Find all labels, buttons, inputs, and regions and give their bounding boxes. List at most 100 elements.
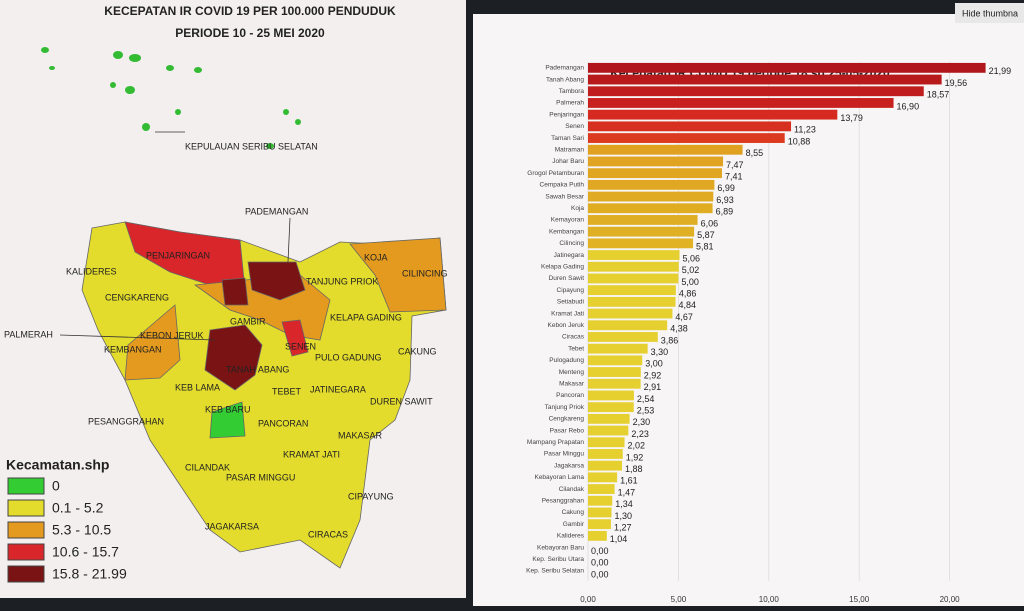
bar xyxy=(588,203,713,214)
map-label: KRAMAT JATI xyxy=(283,449,340,459)
value-label: 0,00 xyxy=(591,546,609,556)
y-tick-label: Tanah Abang xyxy=(546,76,584,83)
legend-label: 0 xyxy=(52,478,60,494)
value-label: 6,93 xyxy=(716,195,734,205)
map-label: PASAR MINGGU xyxy=(226,472,295,482)
value-label: 2,91 xyxy=(644,382,662,392)
bar xyxy=(588,191,714,202)
map-label: KALIDERES xyxy=(66,266,117,276)
bar xyxy=(588,109,838,120)
legend-swatch xyxy=(7,477,45,495)
y-tick-label: Kalideres xyxy=(557,533,585,540)
y-tick-label: Ciracas xyxy=(562,334,585,341)
value-label: 1,88 xyxy=(625,464,643,474)
legend-label: 0.1 - 5.2 xyxy=(52,500,104,516)
bar xyxy=(588,402,634,413)
y-tick-label: Kembangan xyxy=(549,228,584,235)
value-label: 5,87 xyxy=(697,230,715,240)
map-label: KEB LAMA xyxy=(175,382,220,392)
y-tick-label: Kemayoran xyxy=(551,217,585,224)
y-tick-label: Jagakarsa xyxy=(554,462,584,469)
value-label: 0,00 xyxy=(591,569,609,579)
value-label: 16,90 xyxy=(897,101,920,111)
value-label: 6,06 xyxy=(701,218,719,228)
bar xyxy=(588,144,743,155)
bar xyxy=(588,320,668,331)
y-tick-label: Pademangan xyxy=(545,65,584,72)
y-tick-label: Pulogadung xyxy=(549,357,584,364)
hide-button[interactable] xyxy=(955,3,1024,23)
map-label: CILANDAK xyxy=(185,462,230,472)
map-label: PADEMANGAN xyxy=(245,206,308,216)
map-label: KEBON JERUK xyxy=(140,330,204,340)
y-tick-label: Pasar Minggu xyxy=(544,451,584,458)
y-tick-label: Koja xyxy=(571,205,584,212)
map-label: PALMERAH xyxy=(4,329,53,339)
value-label: 7,47 xyxy=(726,160,744,170)
map-label: PULO GADUNG xyxy=(315,352,382,362)
value-label: 2,02 xyxy=(628,441,646,451)
bar xyxy=(588,495,613,506)
button-label[interactable]: Hide thumbna xyxy=(962,8,1018,18)
legend-title: Kecamatan.shp xyxy=(6,457,109,473)
y-tick-label: Kep. Seribu Selatan xyxy=(526,568,584,575)
value-label: 7,41 xyxy=(725,172,743,182)
value-label: 5,02 xyxy=(682,265,700,275)
value-label: 8,55 xyxy=(746,148,764,158)
value-label: 6,99 xyxy=(717,183,735,193)
value-label: 19,56 xyxy=(945,78,968,88)
y-tick-label: Taman Sari xyxy=(551,135,584,142)
y-tick-label: Kep. Seribu Utara xyxy=(532,556,584,563)
value-label: 2,54 xyxy=(637,394,655,404)
bar xyxy=(588,226,695,237)
bar xyxy=(588,98,894,108)
map-label: CIPAYUNG xyxy=(348,491,394,501)
bar xyxy=(588,179,715,190)
y-tick-label: Senen xyxy=(565,123,584,130)
bar xyxy=(588,343,648,354)
bar xyxy=(588,413,630,424)
map-label: KELAPA GADING xyxy=(330,312,402,322)
value-label: 6,89 xyxy=(716,207,734,217)
y-tick-label: Palmerah xyxy=(556,100,584,107)
leader-lines xyxy=(59,131,291,341)
bar xyxy=(588,62,986,73)
y-tick-label: Kebayoran Baru xyxy=(537,544,584,551)
map-label: MAKASAR xyxy=(338,430,383,440)
x-tick-label: 5,00 xyxy=(671,595,687,604)
bar xyxy=(588,530,607,541)
bar xyxy=(588,250,680,260)
y-tick-label: Penjaringan xyxy=(549,111,584,118)
map-label: CAKUNG xyxy=(398,346,437,356)
map-label: KOJA xyxy=(364,252,388,262)
value-label: 10,88 xyxy=(788,136,811,146)
y-tick-label: Kebon Jeruk xyxy=(548,322,585,329)
bar xyxy=(588,449,623,459)
y-tick-label: Cakung xyxy=(562,509,585,516)
map-title: PERIODE 10 - 25 MEI 2020 xyxy=(175,26,325,40)
bar xyxy=(588,273,679,284)
bar xyxy=(588,460,622,471)
bar xyxy=(588,308,673,319)
bar xyxy=(588,472,618,483)
legend-label: 15.8 - 21.99 xyxy=(52,566,127,582)
map-label: PESANGGRAHAN xyxy=(88,416,164,426)
y-tick-label: Gambir xyxy=(563,521,585,528)
bar xyxy=(588,332,658,342)
y-tick-label: Grogol Petamburan xyxy=(527,170,584,177)
y-tick-label: Tanjung Priok xyxy=(545,404,585,411)
map xyxy=(81,221,447,569)
y-tick-label: Tambora xyxy=(559,88,585,95)
value-label: 0,00 xyxy=(591,558,609,568)
map-label: KEB BARU xyxy=(205,404,251,414)
y-tick-label: Johar Baru xyxy=(552,158,584,165)
map-label: PENJARINGAN xyxy=(146,250,210,260)
y-tick-label: Kelapa Gading xyxy=(541,263,584,270)
legend-swatch xyxy=(7,521,45,539)
value-label: 3,30 xyxy=(651,347,669,357)
bar xyxy=(588,121,792,132)
bar xyxy=(588,390,634,401)
value-label: 3,86 xyxy=(661,335,679,345)
value-label: 18,57 xyxy=(927,90,950,100)
